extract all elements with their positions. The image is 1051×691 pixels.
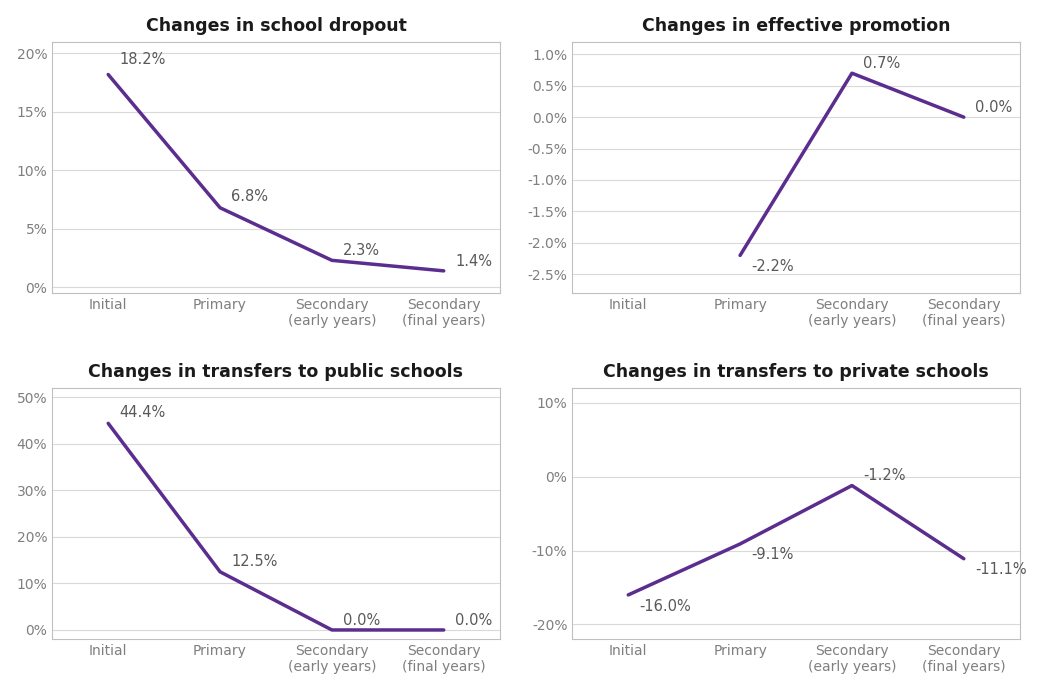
Title: Changes in transfers to private schools: Changes in transfers to private schools (603, 363, 989, 381)
Text: 0.0%: 0.0% (343, 613, 380, 627)
Title: Changes in school dropout: Changes in school dropout (145, 17, 407, 35)
Text: -16.0%: -16.0% (639, 598, 692, 614)
Title: Changes in transfers to public schools: Changes in transfers to public schools (88, 363, 463, 381)
Text: 0.0%: 0.0% (455, 613, 492, 627)
Text: 2.3%: 2.3% (343, 243, 380, 258)
Text: -9.1%: -9.1% (751, 547, 794, 562)
Text: 12.5%: 12.5% (231, 554, 277, 569)
Text: 0.7%: 0.7% (863, 56, 901, 71)
Title: Changes in effective promotion: Changes in effective promotion (642, 17, 950, 35)
Text: 6.8%: 6.8% (231, 189, 268, 205)
Text: -1.2%: -1.2% (863, 468, 906, 482)
Text: 44.4%: 44.4% (120, 405, 166, 419)
Text: 1.4%: 1.4% (455, 254, 492, 269)
Text: 0.0%: 0.0% (975, 100, 1012, 115)
Text: -11.1%: -11.1% (975, 562, 1027, 577)
Text: -2.2%: -2.2% (751, 259, 794, 274)
Text: 18.2%: 18.2% (120, 53, 166, 68)
